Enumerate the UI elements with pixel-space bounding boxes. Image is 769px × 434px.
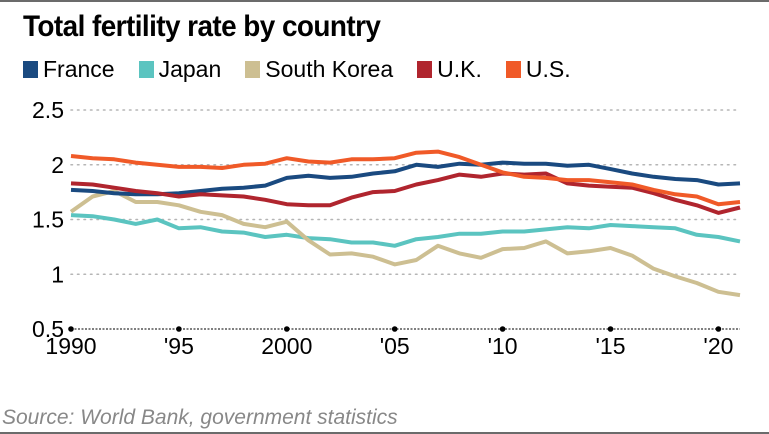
legend-label: U.S. — [525, 56, 571, 82]
legend-item: South Korea — [245, 56, 393, 83]
legend: France Japan South Korea U.K. U.S. — [23, 56, 595, 83]
x-axis: 1990 '95 2000 '05 '10 '15 '20 — [45, 326, 740, 359]
series-lines — [69, 149, 741, 298]
legend-swatch — [505, 61, 521, 78]
bottom-rule — [0, 432, 769, 434]
x-tick-dot — [68, 326, 74, 332]
y-tick-label: 1.5 — [32, 207, 64, 233]
y-axis-tick-labels: 0.5 1 1.5 2 2.5 — [32, 97, 64, 342]
legend-label: Japan — [158, 56, 222, 82]
x-tick-label: '20 — [703, 333, 733, 359]
x-tick-dot — [499, 326, 506, 332]
x-tick-label: '05 — [380, 333, 410, 359]
x-tick-label: '15 — [596, 333, 626, 359]
legend-label: U.K. — [437, 56, 482, 82]
x-tick-dot — [284, 326, 290, 332]
legend-label: France — [43, 56, 115, 82]
x-tick-label: '10 — [488, 333, 518, 359]
legend-item: U.K. — [417, 56, 482, 83]
top-rule — [0, 0, 769, 2]
series-line-france — [70, 160, 741, 197]
gridlines — [70, 109, 741, 276]
legend-item: Japan — [138, 56, 222, 83]
legend-swatch — [417, 61, 433, 78]
x-tick-dot — [715, 326, 722, 332]
y-tick-label: 2 — [51, 152, 64, 178]
series-line-u-k — [70, 171, 741, 215]
chart-title: Total fertility rate by country — [23, 10, 381, 43]
series-line-japan — [70, 213, 741, 248]
legend-swatch — [245, 61, 261, 78]
series-line-u-s — [70, 149, 741, 207]
x-tick-label: 1990 — [45, 333, 96, 359]
series-line-south-korea — [69, 189, 741, 298]
source-note: Source: World Bank, government statistic… — [2, 406, 398, 429]
legend-item: U.S. — [505, 56, 571, 83]
x-tick-dot — [607, 326, 614, 332]
legend-swatch — [138, 61, 154, 78]
x-tick-dot — [176, 326, 182, 332]
y-tick-label: 1 — [51, 261, 64, 287]
legend-swatch — [23, 61, 38, 78]
x-tick-dot — [391, 326, 398, 332]
y-tick-label: 0.5 — [32, 316, 64, 342]
legend-item: France — [23, 56, 115, 83]
x-tick-label: '95 — [164, 333, 194, 359]
x-tick-label: 2000 — [261, 333, 312, 359]
legend-label: South Korea — [265, 56, 394, 82]
y-tick-label: 2.5 — [32, 97, 64, 123]
